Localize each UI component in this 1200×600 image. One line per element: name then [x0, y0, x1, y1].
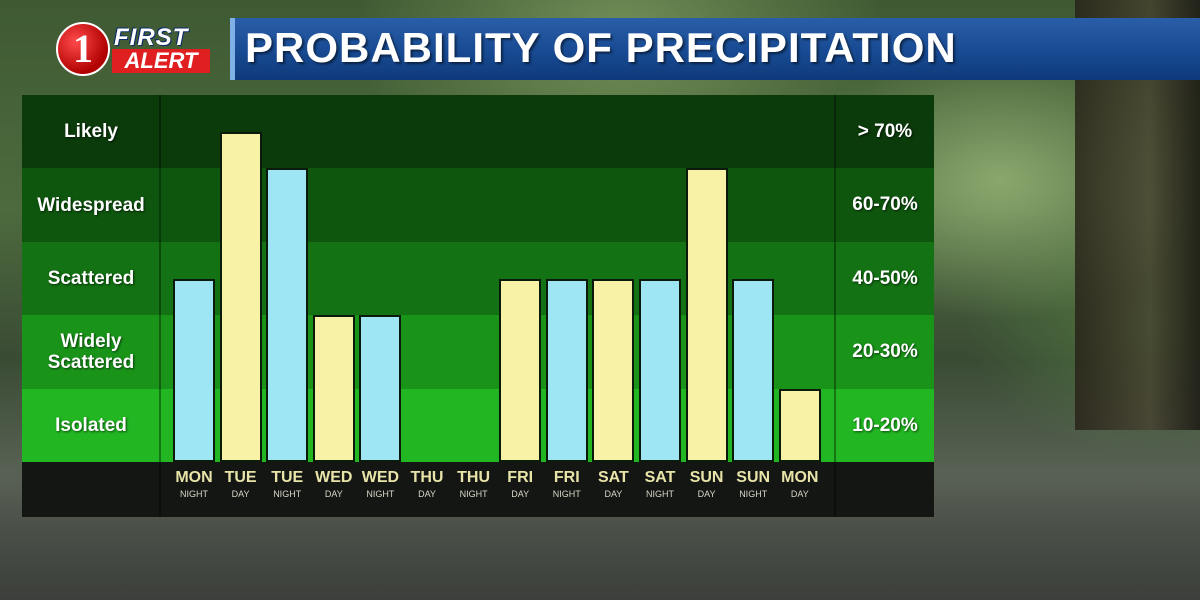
logo-channel-number: 1 [56, 22, 110, 76]
precipitation-chart: Likely > 70% Widespread 60-70% Scattered… [22, 95, 934, 517]
band-range-widely-scattered: 20-30% [852, 341, 918, 362]
x-tick-day: FRI [553, 469, 580, 486]
x-tick-period: NIGHT [366, 489, 395, 499]
x-tick-day: MON [175, 469, 213, 486]
band-range-isolated: 10-20% [852, 414, 918, 436]
x-tick-day: SAT [644, 469, 676, 486]
bar-wed-day [312, 315, 355, 462]
x-tick-period: DAY [511, 489, 530, 499]
plot-left-divider [159, 95, 161, 517]
bar-tue-night [266, 168, 309, 462]
x-tick-day: SUN [689, 469, 724, 486]
x-tick-day: THU [410, 469, 444, 486]
bar-mon-day [778, 388, 821, 462]
bar-fri-night [545, 278, 588, 462]
x-tick-period: DAY [324, 489, 343, 499]
x-tick-label: SAT NIGHT [637, 469, 683, 501]
x-tick-period: DAY [418, 489, 436, 499]
bar-wed-night [359, 315, 402, 462]
x-tick-label: FRI NIGHT [544, 469, 590, 501]
x-tick-day: WED [315, 469, 353, 486]
bar-mon-night [173, 278, 215, 462]
plot-right-divider [834, 95, 836, 517]
title-bar: PROBABILITY OF PRECIPITATION [230, 18, 1200, 80]
band-label-likely: Likely [64, 121, 118, 142]
x-tick-period: NIGHT [552, 489, 581, 499]
x-tick-day: WED [361, 469, 400, 486]
x-tick-label: FRI DAY [497, 469, 543, 501]
logo-first-text: FIRST [114, 24, 189, 51]
x-tick-period: DAY [604, 489, 623, 499]
x-axis-strip [22, 462, 934, 517]
x-tick-label: SUN DAY [684, 469, 730, 501]
bar-sat-night [639, 278, 681, 462]
x-tick-label: THU DAY [404, 469, 450, 501]
x-tick-label: WED DAY [311, 469, 357, 501]
page-title: PROBABILITY OF PRECIPITATION [245, 24, 957, 71]
x-tick-period: NIGHT [273, 489, 302, 499]
x-tick-day: TUE [271, 469, 304, 486]
band-label-isolated: Isolated [55, 415, 127, 436]
x-tick-label: SUN NIGHT [730, 469, 776, 501]
x-tick-day: SAT [597, 469, 629, 486]
band-range-widespread: 60-70% [852, 194, 918, 215]
x-tick-period: NIGHT [180, 489, 208, 499]
x-tick-day: FRI [507, 469, 534, 486]
bar-tue-day [219, 131, 262, 462]
band-label-widely-scattered: Widely Scattered [47, 331, 135, 373]
x-tick-period: NIGHT [646, 489, 674, 499]
x-tick-label: TUE NIGHT [264, 469, 310, 501]
x-tick-period: DAY [231, 489, 250, 499]
bars-area [22, 95, 934, 462]
band-range-likely: > 70% [857, 120, 913, 142]
x-tick-day: MON [781, 469, 819, 486]
x-tick-label: MON DAY [777, 469, 823, 501]
x-tick-period: NIGHT [459, 489, 488, 499]
x-tick-label: TUE DAY [218, 469, 264, 501]
bar-sun-day [685, 168, 728, 462]
x-tick-label: THU NIGHT [451, 469, 497, 501]
band-likely: Likely > 70% [22, 95, 934, 168]
bar-fri-day [499, 278, 542, 462]
band-widespread: Widespread 60-70% [22, 168, 934, 242]
x-tick-period: DAY [697, 489, 716, 499]
band-label-scattered: Scattered [47, 268, 135, 289]
x-tick-label: SAT DAY [590, 469, 636, 501]
bar-sun-night [732, 278, 775, 462]
x-tick-day: THU [457, 469, 491, 486]
x-tick-day: TUE [224, 469, 257, 486]
x-tick-period: NIGHT [739, 489, 768, 499]
x-tick-label: WED NIGHT [357, 469, 403, 501]
first-alert-logo: 1 FIRST ALERT [56, 20, 212, 78]
x-tick-label: MON NIGHT [171, 469, 217, 501]
x-tick-period: DAY [790, 489, 809, 499]
logo-alert-text: ALERT [112, 49, 210, 73]
x-tick-day: SUN [736, 469, 771, 486]
band-range-scattered: 40-50% [852, 267, 918, 289]
bar-sat-day [592, 278, 635, 462]
band-label-widespread: Widespread [37, 194, 145, 216]
